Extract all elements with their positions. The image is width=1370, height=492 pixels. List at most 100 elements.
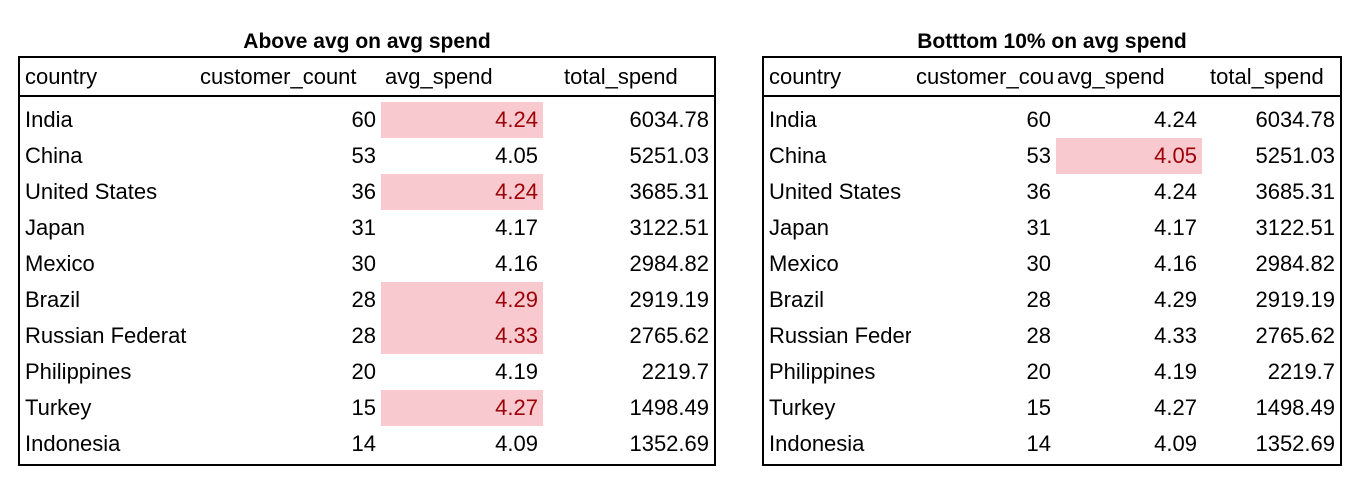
customer-count-cell[interactable]: 28 — [1026, 287, 1051, 312]
avg-spend-cell[interactable]: 4.19 — [1154, 359, 1197, 384]
country-cell[interactable]: Philippines — [25, 359, 132, 384]
customer-count-cell[interactable]: 60 — [1026, 107, 1051, 132]
total-spend-cell[interactable]: 2219.7 — [1267, 359, 1335, 384]
column-header-avg-spend[interactable]: avg_spend — [385, 64, 493, 89]
table-row: Turkey 15 4.27 1498.49 — [20, 390, 714, 426]
customer-count-cell[interactable]: 15 — [1026, 395, 1051, 420]
table-row: Brazil 28 4.29 2919.19 — [764, 282, 1340, 318]
column-header-avg-spend[interactable]: avg_spend — [1057, 64, 1165, 89]
avg-spend-cell[interactable]: 4.05 — [495, 143, 538, 168]
total-spend-cell[interactable]: 2765.62 — [629, 323, 709, 348]
table-row: Philippines 20 4.19 2219.7 — [764, 354, 1340, 390]
column-header-country[interactable]: country — [25, 64, 98, 89]
total-spend-cell[interactable]: 1498.49 — [1255, 395, 1335, 420]
country-cell[interactable]: India — [769, 107, 817, 132]
country-cell[interactable]: Turkey — [25, 395, 92, 420]
total-spend-cell[interactable]: 6034.78 — [629, 107, 709, 132]
total-spend-cell[interactable]: 1352.69 — [1255, 431, 1335, 456]
customer-count-cell[interactable]: 15 — [351, 395, 376, 420]
avg-spend-cell[interactable]: 4.27 — [381, 390, 543, 426]
avg-spend-cell[interactable]: 4.24 — [1154, 107, 1197, 132]
table-row: India 60 4.24 6034.78 — [764, 102, 1340, 138]
country-cell[interactable]: India — [25, 107, 73, 132]
customer-count-cell[interactable]: 14 — [1026, 431, 1051, 456]
customer-count-cell[interactable]: 36 — [1026, 179, 1051, 204]
total-spend-cell[interactable]: 1498.49 — [629, 395, 709, 420]
avg-spend-cell[interactable]: 4.24 — [1154, 179, 1197, 204]
column-header-total-spend[interactable]: total_spend — [1210, 64, 1324, 89]
customer-count-cell[interactable]: 28 — [351, 287, 376, 312]
customer-count-cell[interactable]: 36 — [351, 179, 376, 204]
customer-count-cell[interactable]: 28 — [351, 323, 376, 348]
country-cell[interactable]: China — [25, 143, 83, 168]
total-spend-cell[interactable]: 3685.31 — [629, 179, 709, 204]
customer-count-cell[interactable]: 53 — [351, 143, 376, 168]
customer-count-cell[interactable]: 53 — [1026, 143, 1051, 168]
country-cell[interactable]: Japan — [25, 215, 85, 240]
customer-count-cell[interactable]: 14 — [351, 431, 376, 456]
country-cell[interactable]: United States — [769, 179, 902, 204]
country-cell[interactable]: United States — [25, 179, 158, 204]
country-cell[interactable]: Russian Feder — [769, 323, 911, 348]
avg-spend-cell[interactable]: 4.09 — [495, 431, 538, 456]
table-row: Mexico 30 4.16 2984.82 — [764, 246, 1340, 282]
total-spend-cell[interactable]: 2765.62 — [1255, 323, 1335, 348]
avg-spend-cell[interactable]: 4.27 — [1154, 395, 1197, 420]
table-row: Indonesia 14 4.09 1352.69 — [764, 426, 1340, 462]
avg-spend-cell[interactable]: 4.05 — [1056, 138, 1202, 174]
customer-count-cell[interactable]: 28 — [1026, 323, 1051, 348]
above-avg-panel: Above avg on avg spend country customer_… — [18, 28, 716, 466]
country-cell[interactable]: Mexico — [25, 251, 95, 276]
country-cell[interactable]: Indonesia — [769, 431, 865, 456]
country-cell[interactable]: Mexico — [769, 251, 839, 276]
total-spend-cell[interactable]: 5251.03 — [1255, 143, 1335, 168]
table-row: Brazil 28 4.29 2919.19 — [20, 282, 714, 318]
country-cell[interactable]: China — [769, 143, 827, 168]
table-row: Japan 31 4.17 3122.51 — [764, 210, 1340, 246]
total-spend-cell[interactable]: 3122.51 — [1255, 215, 1335, 240]
total-spend-cell[interactable]: 5251.03 — [629, 143, 709, 168]
avg-spend-cell[interactable]: 4.16 — [495, 251, 538, 276]
avg-spend-cell[interactable]: 4.33 — [1154, 323, 1197, 348]
customer-count-cell[interactable]: 20 — [351, 359, 376, 384]
total-spend-cell[interactable]: 2219.7 — [641, 359, 709, 384]
total-spend-cell[interactable]: 2919.19 — [1255, 287, 1335, 312]
column-header-customer-count[interactable]: customer_count — [200, 64, 357, 89]
table-title: Botttom 10% on avg spend — [917, 30, 1187, 53]
avg-spend-cell[interactable]: 4.17 — [495, 215, 538, 240]
avg-spend-cell[interactable]: 4.24 — [381, 102, 543, 138]
total-spend-cell[interactable]: 1352.69 — [629, 431, 709, 456]
country-cell[interactable]: Brazil — [25, 287, 81, 312]
total-spend-cell[interactable]: 6034.78 — [1255, 107, 1335, 132]
column-header-customer-count[interactable]: customer_cou — [916, 64, 1055, 89]
table-row: United States 36 4.24 3685.31 — [764, 174, 1340, 210]
customer-count-cell[interactable]: 30 — [1026, 251, 1051, 276]
table-row: China 53 4.05 5251.03 — [764, 138, 1340, 174]
country-cell[interactable]: Turkey — [769, 395, 836, 420]
total-spend-cell[interactable]: 3685.31 — [1255, 179, 1335, 204]
customer-count-cell[interactable]: 31 — [1026, 215, 1051, 240]
country-cell[interactable]: Japan — [769, 215, 829, 240]
customer-count-cell[interactable]: 20 — [1026, 359, 1051, 384]
total-spend-cell[interactable]: 2984.82 — [629, 251, 709, 276]
column-header-total-spend[interactable]: total_spend — [564, 64, 678, 89]
total-spend-cell[interactable]: 3122.51 — [629, 215, 709, 240]
country-cell[interactable]: Russian Federat — [25, 323, 187, 348]
avg-spend-cell[interactable]: 4.29 — [1154, 287, 1197, 312]
total-spend-cell[interactable]: 2984.82 — [1255, 251, 1335, 276]
avg-spend-cell[interactable]: 4.17 — [1154, 215, 1197, 240]
avg-spend-cell[interactable]: 4.19 — [495, 359, 538, 384]
avg-spend-cell[interactable]: 4.24 — [381, 174, 543, 210]
column-header-country[interactable]: country — [769, 64, 842, 89]
customer-count-cell[interactable]: 30 — [351, 251, 376, 276]
avg-spend-cell[interactable]: 4.09 — [1154, 431, 1197, 456]
country-cell[interactable]: Indonesia — [25, 431, 121, 456]
country-cell[interactable]: Philippines — [769, 359, 876, 384]
total-spend-cell[interactable]: 2919.19 — [629, 287, 709, 312]
customer-count-cell[interactable]: 60 — [351, 107, 376, 132]
country-cell[interactable]: Brazil — [769, 287, 825, 312]
avg-spend-cell[interactable]: 4.16 — [1154, 251, 1197, 276]
avg-spend-cell[interactable]: 4.29 — [381, 282, 543, 318]
avg-spend-cell[interactable]: 4.33 — [381, 318, 543, 354]
customer-count-cell[interactable]: 31 — [351, 215, 376, 240]
